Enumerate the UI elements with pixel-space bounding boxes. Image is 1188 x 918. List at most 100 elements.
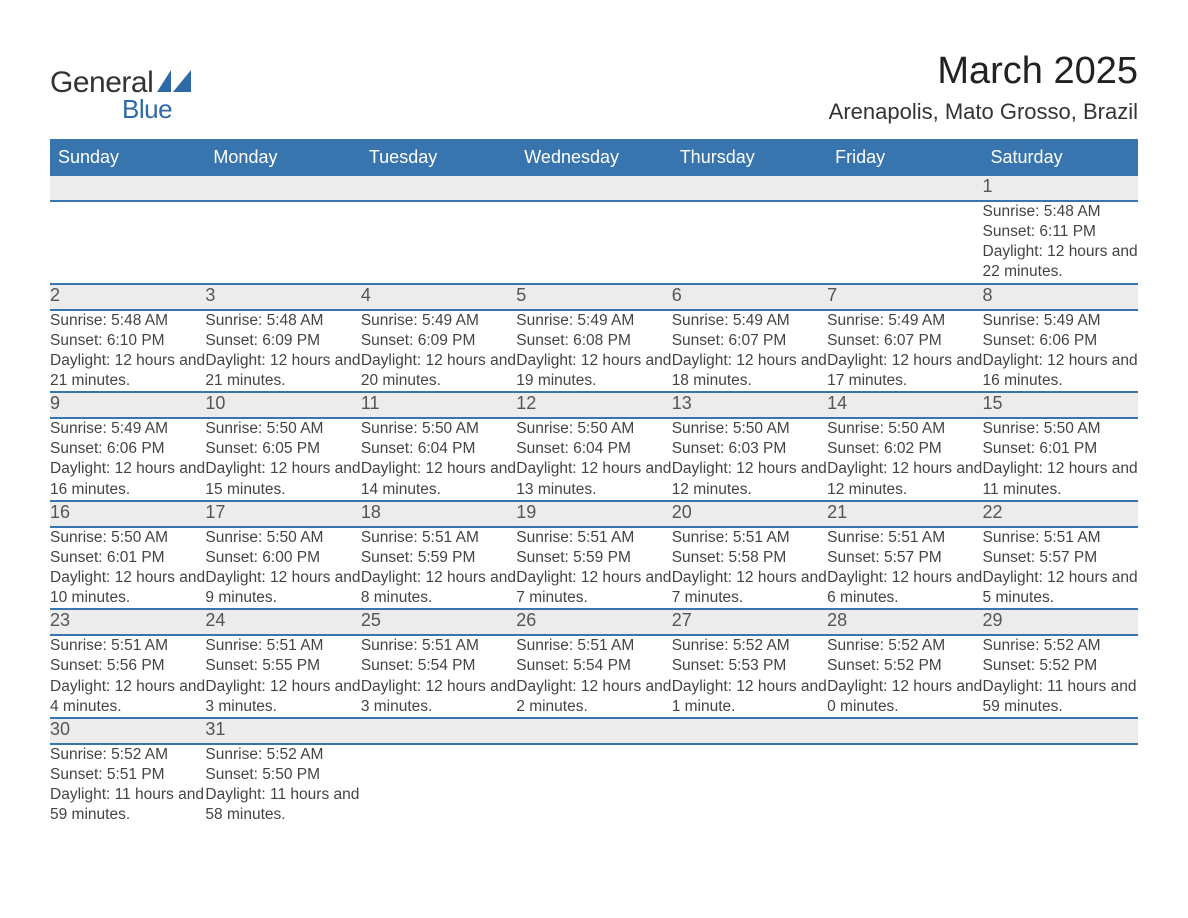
weekday-header: Tuesday (361, 140, 516, 175)
day-details-cell (827, 201, 982, 284)
calendar-body: 1Sunrise: 5:48 AMSunset: 6:11 PMDaylight… (50, 175, 1138, 825)
day-number-cell: 3 (205, 284, 360, 310)
day-details-cell: Sunrise: 5:49 AMSunset: 6:08 PMDaylight:… (516, 310, 671, 393)
daylight-line: Daylight: 12 hours and 14 minutes. (361, 459, 516, 499)
sunset-line: Sunset: 6:00 PM (205, 548, 360, 568)
sunrise-line: Sunrise: 5:52 AM (672, 636, 827, 656)
sunrise-line: Sunrise: 5:52 AM (827, 636, 982, 656)
day-number-cell (827, 718, 982, 744)
sunset-line: Sunset: 6:06 PM (983, 331, 1138, 351)
day-number-cell: 22 (983, 501, 1138, 527)
daylight-line: Daylight: 12 hours and 20 minutes. (361, 351, 516, 391)
day-number-cell: 7 (827, 284, 982, 310)
day-details-cell (672, 744, 827, 826)
sunrise-line: Sunrise: 5:49 AM (361, 311, 516, 331)
day-details-cell (205, 201, 360, 284)
daylight-line: Daylight: 12 hours and 16 minutes. (50, 459, 205, 499)
day-details-cell: Sunrise: 5:51 AMSunset: 5:57 PMDaylight:… (827, 527, 982, 610)
daylight-line: Daylight: 12 hours and 2 minutes. (516, 677, 671, 717)
brand-name-2: Blue (122, 94, 191, 125)
day-number-cell: 5 (516, 284, 671, 310)
daylight-line: Daylight: 12 hours and 21 minutes. (205, 351, 360, 391)
day-number-cell: 30 (50, 718, 205, 744)
sunset-line: Sunset: 6:02 PM (827, 439, 982, 459)
day-number-cell (205, 175, 360, 201)
daylight-line: Daylight: 12 hours and 12 minutes. (827, 459, 982, 499)
day-number-cell: 27 (672, 609, 827, 635)
day-details-cell (827, 744, 982, 826)
day-number-cell: 2 (50, 284, 205, 310)
day-details-cell (983, 744, 1138, 826)
day-details-row: Sunrise: 5:48 AMSunset: 6:11 PMDaylight:… (50, 201, 1138, 284)
sunset-line: Sunset: 5:56 PM (50, 656, 205, 676)
sunrise-line: Sunrise: 5:50 AM (361, 419, 516, 439)
sunset-line: Sunset: 5:51 PM (50, 765, 205, 785)
sunrise-line: Sunrise: 5:48 AM (50, 311, 205, 331)
daylight-line: Daylight: 12 hours and 21 minutes. (50, 351, 205, 391)
sunrise-line: Sunrise: 5:49 AM (516, 311, 671, 331)
day-details-cell: Sunrise: 5:49 AMSunset: 6:07 PMDaylight:… (827, 310, 982, 393)
day-details-cell: Sunrise: 5:51 AMSunset: 5:54 PMDaylight:… (361, 635, 516, 718)
sunrise-line: Sunrise: 5:50 AM (983, 419, 1138, 439)
day-details-cell: Sunrise: 5:50 AMSunset: 6:02 PMDaylight:… (827, 418, 982, 501)
header-block: General Blue March 2025 Arenapolis, Mato… (50, 50, 1138, 125)
day-number-cell: 21 (827, 501, 982, 527)
day-details-cell: Sunrise: 5:49 AMSunset: 6:06 PMDaylight:… (983, 310, 1138, 393)
day-details-cell: Sunrise: 5:50 AMSunset: 6:04 PMDaylight:… (516, 418, 671, 501)
location-subtitle: Arenapolis, Mato Grosso, Brazil (829, 99, 1138, 125)
sunrise-line: Sunrise: 5:51 AM (516, 528, 671, 548)
day-number-cell: 24 (205, 609, 360, 635)
sunset-line: Sunset: 5:59 PM (361, 548, 516, 568)
sunset-line: Sunset: 6:08 PM (516, 331, 671, 351)
calendar-table: Sunday Monday Tuesday Wednesday Thursday… (50, 139, 1138, 825)
daylight-line: Daylight: 12 hours and 5 minutes. (983, 568, 1138, 608)
day-details-cell: Sunrise: 5:50 AMSunset: 6:04 PMDaylight:… (361, 418, 516, 501)
sunset-line: Sunset: 6:01 PM (983, 439, 1138, 459)
sunrise-line: Sunrise: 5:52 AM (983, 636, 1138, 656)
day-details-cell (516, 744, 671, 826)
day-details-row: Sunrise: 5:50 AMSunset: 6:01 PMDaylight:… (50, 527, 1138, 610)
sunset-line: Sunset: 5:53 PM (672, 656, 827, 676)
sunrise-line: Sunrise: 5:49 AM (983, 311, 1138, 331)
daylight-line: Daylight: 12 hours and 19 minutes. (516, 351, 671, 391)
sunset-line: Sunset: 5:57 PM (983, 548, 1138, 568)
day-details-cell: Sunrise: 5:52 AMSunset: 5:50 PMDaylight:… (205, 744, 360, 826)
daylight-line: Daylight: 12 hours and 22 minutes. (983, 242, 1138, 282)
day-details-row: Sunrise: 5:48 AMSunset: 6:10 PMDaylight:… (50, 310, 1138, 393)
daylight-line: Daylight: 12 hours and 7 minutes. (672, 568, 827, 608)
daylight-line: Daylight: 12 hours and 3 minutes. (361, 677, 516, 717)
sunset-line: Sunset: 6:03 PM (672, 439, 827, 459)
day-number-cell (361, 175, 516, 201)
day-number-cell: 29 (983, 609, 1138, 635)
day-number-row: 9101112131415 (50, 392, 1138, 418)
day-number-cell: 17 (205, 501, 360, 527)
sunset-line: Sunset: 5:50 PM (205, 765, 360, 785)
daylight-line: Daylight: 12 hours and 3 minutes. (205, 677, 360, 717)
day-number-row: 16171819202122 (50, 501, 1138, 527)
day-number-cell: 28 (827, 609, 982, 635)
day-details-cell: Sunrise: 5:51 AMSunset: 5:57 PMDaylight:… (983, 527, 1138, 610)
day-details-cell: Sunrise: 5:51 AMSunset: 5:54 PMDaylight:… (516, 635, 671, 718)
sunset-line: Sunset: 6:10 PM (50, 331, 205, 351)
brand-logo: General Blue (50, 66, 191, 125)
day-number-cell: 10 (205, 392, 360, 418)
day-details-cell: Sunrise: 5:52 AMSunset: 5:52 PMDaylight:… (827, 635, 982, 718)
day-number-cell (672, 175, 827, 201)
sunset-line: Sunset: 6:11 PM (983, 222, 1138, 242)
day-number-row: 3031 (50, 718, 1138, 744)
sunrise-line: Sunrise: 5:48 AM (983, 202, 1138, 222)
daylight-line: Daylight: 11 hours and 59 minutes. (50, 785, 205, 825)
weekday-header: Sunday (50, 140, 205, 175)
weekday-header: Friday (827, 140, 982, 175)
daylight-line: Daylight: 12 hours and 7 minutes. (516, 568, 671, 608)
daylight-line: Daylight: 12 hours and 16 minutes. (983, 351, 1138, 391)
sunrise-line: Sunrise: 5:50 AM (827, 419, 982, 439)
sunset-line: Sunset: 6:07 PM (672, 331, 827, 351)
daylight-line: Daylight: 12 hours and 8 minutes. (361, 568, 516, 608)
sunset-line: Sunset: 6:04 PM (361, 439, 516, 459)
weekday-header: Monday (205, 140, 360, 175)
sunset-line: Sunset: 6:07 PM (827, 331, 982, 351)
day-number-row: 1 (50, 175, 1138, 201)
day-number-cell: 25 (361, 609, 516, 635)
day-details-cell: Sunrise: 5:50 AMSunset: 6:01 PMDaylight:… (983, 418, 1138, 501)
